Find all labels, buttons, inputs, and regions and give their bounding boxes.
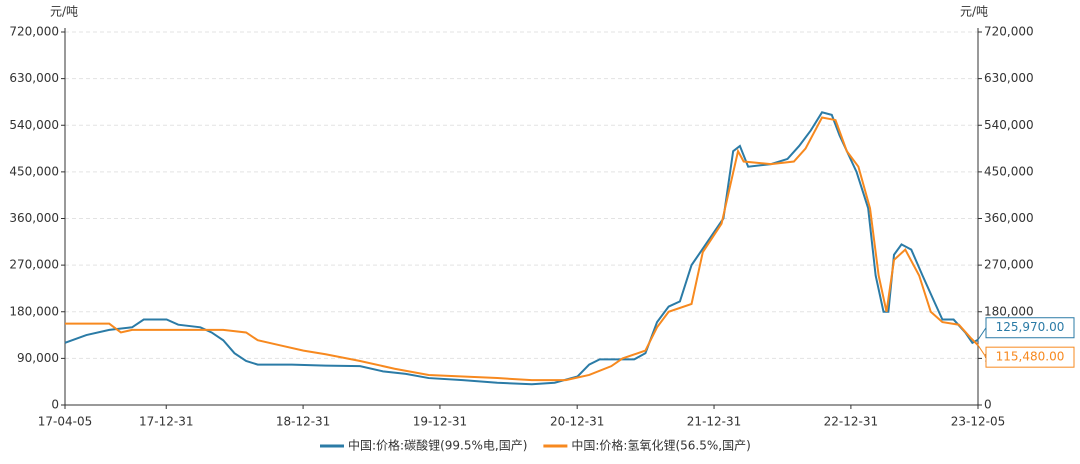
end-label-connector	[977, 327, 987, 341]
x-tick-label: 17-04-05	[38, 415, 92, 429]
legend-label: 中国:价格:氢氧化锂(56.5%,国产)	[571, 438, 750, 453]
y2-tick-label: 0	[984, 398, 992, 412]
series-line	[65, 116, 979, 382]
y2-tick-label: 270,000	[984, 258, 1034, 272]
y-tick-label: 180,000	[9, 304, 59, 318]
y2-tick-label: 360,000	[984, 211, 1034, 225]
y2-tick-label: 630,000	[984, 71, 1034, 85]
y-tick-label: 540,000	[9, 118, 59, 132]
y2-unit: 元/吨	[960, 5, 988, 19]
end-label-box	[985, 346, 1075, 368]
y2-tick-label: 720,000	[984, 25, 1034, 39]
y-tick-label: 450,000	[9, 164, 59, 178]
y2-tick-label: 450,000	[984, 164, 1034, 178]
end-label-box	[985, 317, 1075, 339]
series-line	[64, 111, 979, 386]
y-unit: 元/吨	[50, 5, 78, 19]
y-tick-label: 630,000	[9, 71, 59, 85]
end-label: 115,480.00	[996, 350, 1065, 364]
y2-tick-label: 180,000	[984, 304, 1034, 318]
y-tick-label: 720,000	[9, 25, 59, 39]
x-tick-label: 17-12-31	[139, 415, 193, 429]
y-tick-label: 90,000	[17, 351, 59, 365]
x-tick-label: 20-12-31	[550, 415, 604, 429]
x-tick-label: 23-12-05	[951, 415, 1005, 429]
end-label-connector	[977, 344, 987, 358]
y-tick-label: 360,000	[9, 211, 59, 225]
x-tick-label: 21-12-31	[687, 415, 741, 429]
x-tick-label: 22-12-31	[824, 415, 878, 429]
legend-label: 中国:价格:碳酸锂(99.5%电,国产)	[348, 438, 527, 453]
y-tick-label: 270,000	[9, 258, 59, 272]
y-tick-label: 0	[51, 398, 59, 412]
x-tick-label: 19-12-31	[413, 415, 467, 429]
x-tick-label: 18-12-31	[276, 415, 330, 429]
y2-tick-label: 540,000	[984, 118, 1034, 132]
end-label: 125,970.00	[996, 320, 1065, 334]
